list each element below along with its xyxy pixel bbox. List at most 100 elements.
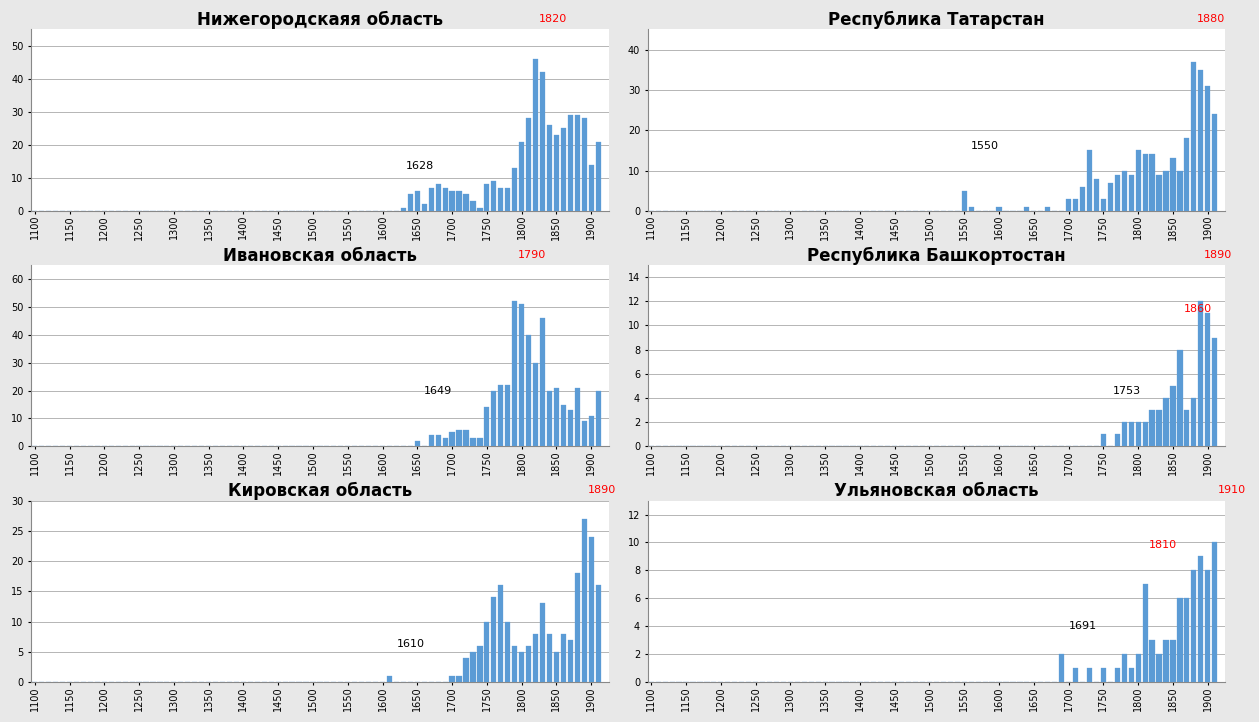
Bar [491, 597, 496, 682]
Bar [1177, 599, 1182, 682]
Bar [442, 438, 448, 446]
Bar [1191, 61, 1196, 211]
Bar [1149, 155, 1155, 211]
Bar [471, 201, 476, 211]
Bar [1080, 187, 1085, 211]
Bar [996, 206, 1002, 211]
Bar [533, 362, 538, 446]
Bar [471, 438, 476, 446]
Bar [1073, 668, 1078, 682]
Title: Ульяновская область: Ульяновская область [835, 482, 1039, 500]
Bar [1142, 422, 1148, 446]
Bar [471, 652, 476, 682]
Bar [428, 435, 434, 446]
Bar [499, 586, 504, 682]
Bar [1199, 301, 1204, 446]
Bar [1185, 139, 1190, 211]
Bar [436, 184, 441, 211]
Bar [560, 129, 567, 211]
Bar [1212, 338, 1217, 446]
Bar [1128, 175, 1134, 211]
Bar [589, 165, 594, 211]
Bar [1128, 422, 1134, 446]
Text: 1610: 1610 [397, 639, 424, 649]
Text: 1628: 1628 [405, 161, 434, 171]
Title: Нижегородскаяя область: Нижегородскаяя область [196, 11, 443, 30]
Bar [1205, 86, 1210, 211]
Bar [574, 573, 580, 682]
Text: 1691: 1691 [1069, 621, 1098, 631]
Bar [962, 191, 967, 211]
Bar [463, 194, 468, 211]
Bar [491, 391, 496, 446]
Bar [457, 191, 462, 211]
Bar [589, 537, 594, 682]
Bar [1100, 435, 1105, 446]
Bar [1142, 155, 1148, 211]
Bar [1122, 170, 1127, 211]
Bar [491, 181, 496, 211]
Bar [546, 391, 553, 446]
Bar [596, 391, 601, 446]
Bar [477, 438, 482, 446]
Bar [505, 622, 510, 682]
Bar [1212, 114, 1217, 211]
Bar [1094, 178, 1099, 211]
Bar [1066, 199, 1071, 211]
Bar [568, 410, 573, 446]
Bar [414, 191, 421, 211]
Bar [463, 430, 468, 446]
Bar [968, 206, 973, 211]
Bar [1157, 175, 1162, 211]
Bar [568, 640, 573, 682]
Bar [1128, 668, 1134, 682]
Bar [574, 116, 580, 211]
Bar [554, 652, 559, 682]
Bar [1087, 150, 1092, 211]
Bar [574, 388, 580, 446]
Bar [499, 188, 504, 211]
Bar [505, 385, 510, 446]
Bar [526, 645, 531, 682]
Bar [457, 676, 462, 682]
Bar [1205, 313, 1210, 446]
Text: 1860: 1860 [1183, 304, 1211, 314]
Bar [1171, 158, 1176, 211]
Bar [533, 59, 538, 211]
Bar [540, 318, 545, 446]
Text: 1753: 1753 [1113, 386, 1141, 396]
Title: Республика Татарстан: Республика Татарстан [828, 11, 1045, 30]
Bar [1087, 668, 1092, 682]
Bar [568, 116, 573, 211]
Bar [485, 407, 490, 446]
Bar [442, 188, 448, 211]
Bar [582, 518, 587, 682]
Bar [526, 118, 531, 211]
Bar [400, 207, 405, 211]
Bar [1108, 183, 1113, 211]
Bar [1122, 422, 1127, 446]
Bar [457, 430, 462, 446]
Bar [560, 634, 567, 682]
Bar [554, 135, 559, 211]
Bar [1059, 654, 1064, 682]
Bar [519, 142, 524, 211]
Bar [1205, 570, 1210, 682]
Bar [533, 634, 538, 682]
Bar [519, 304, 524, 446]
Text: 1890: 1890 [588, 485, 616, 495]
Bar [1199, 70, 1204, 211]
Bar [1163, 640, 1168, 682]
Bar [1177, 349, 1182, 446]
Bar [1171, 386, 1176, 446]
Bar [449, 676, 454, 682]
Title: Ивановская область: Ивановская область [223, 247, 417, 265]
Bar [1185, 410, 1190, 446]
Bar [512, 168, 517, 211]
Text: 1910: 1910 [1219, 485, 1246, 495]
Bar [512, 301, 517, 446]
Title: Республика Башкортостан: Республика Башкортостан [807, 247, 1066, 265]
Bar [589, 416, 594, 446]
Bar [414, 441, 421, 446]
Bar [485, 622, 490, 682]
